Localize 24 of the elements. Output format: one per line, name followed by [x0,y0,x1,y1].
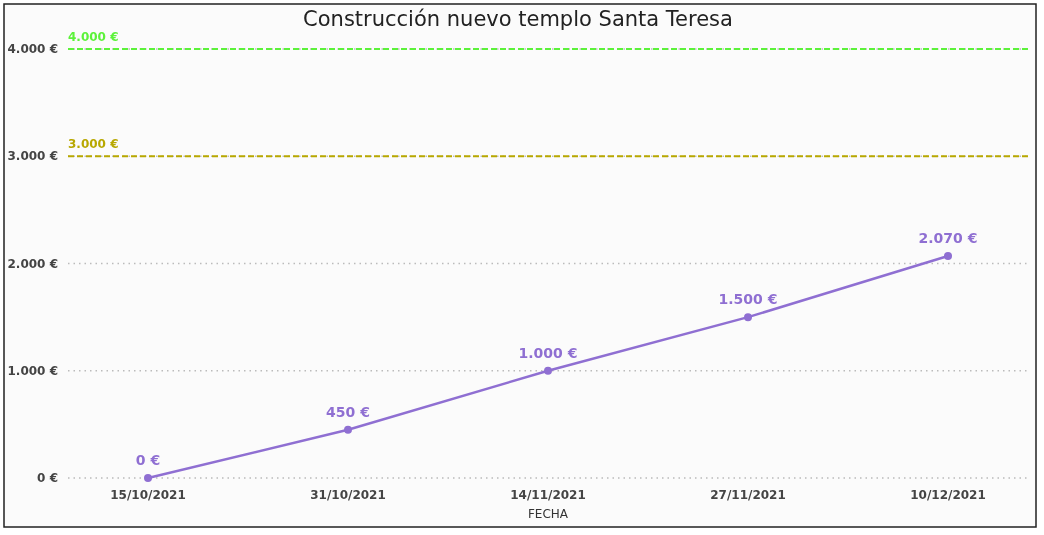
x-tick-label: 10/12/2021 [910,488,986,502]
ref-line-label: 3.000 € [68,137,119,152]
x-axis-title: FECHA [527,507,569,521]
point [344,425,352,434]
data-label: 0 € [135,452,161,468]
x-tick-label: 31/10/2021 [310,488,386,502]
y-tick-label: 4.000 € [7,42,58,57]
y-tick-label: 3.000 € [7,149,58,164]
data-label: 2.070 € [918,229,978,246]
y-tick-label: 0 € [37,471,58,486]
point [744,313,752,322]
y-tick-label: 1.000 € [7,363,58,378]
data-label: 1.000 € [518,344,578,361]
point [944,251,952,260]
data-label: 450 € [326,403,370,420]
y-tick-label: 2.000 € [7,256,58,271]
point [144,474,152,482]
x-tick-label: 15/10/2021 [110,488,186,502]
chart-title: Construcción nuevo templo Santa Teresa [303,7,733,31]
ref-line-label: 4.000 € [68,30,119,44]
x-tick-label: 14/11/2021 [510,488,586,502]
data-label: 1.500 € [718,291,778,308]
point [544,366,552,375]
x-tick-label: 27/11/2021 [710,488,786,502]
